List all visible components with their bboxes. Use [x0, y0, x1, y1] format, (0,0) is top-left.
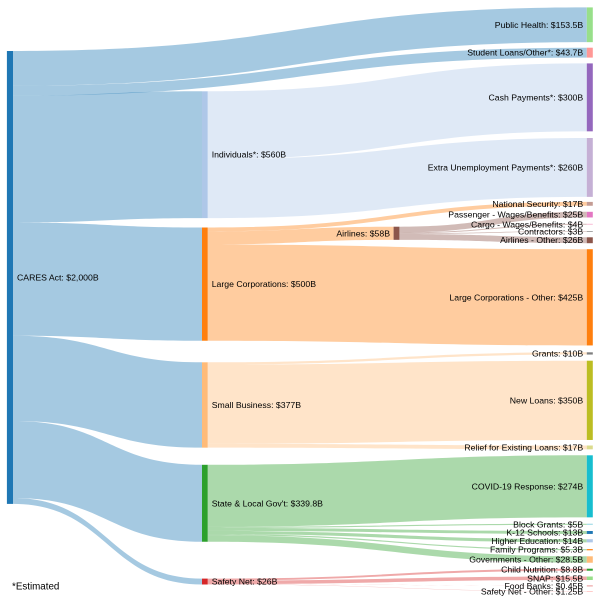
svg-text:New Loans: $350B: New Loans: $350B: [510, 395, 584, 405]
svg-text:Small Business: $377B: Small Business: $377B: [212, 400, 302, 410]
svg-text:*Estimated: *Estimated: [12, 582, 59, 593]
svg-text:Safety Net - Other: $1.25B: Safety Net - Other: $1.25B: [481, 586, 584, 596]
svg-text:Large Corporations - Other: $4: Large Corporations - Other: $425B: [449, 292, 583, 302]
svg-text:Large Corporations: $500B: Large Corporations: $500B: [212, 279, 317, 289]
svg-text:National Security: $17B: National Security: $17B: [492, 199, 583, 209]
svg-text:Cash Payments*: $300B: Cash Payments*: $300B: [489, 92, 584, 102]
svg-text:Public Health: $153.5B: Public Health: $153.5B: [495, 20, 584, 30]
svg-text:Airlines - Other: $26B: Airlines - Other: $26B: [500, 235, 583, 245]
svg-text:Contractors: $3B: Contractors: $3B: [518, 226, 583, 236]
svg-text:Passenger - Wages/Benefits: $2: Passenger - Wages/Benefits: $25B: [448, 210, 583, 220]
svg-text:Block Grants: $5B: Block Grants: $5B: [513, 519, 583, 529]
svg-text:Airlines: $58B: Airlines: $58B: [336, 228, 390, 238]
svg-text:Grants: $10B: Grants: $10B: [532, 348, 583, 358]
svg-text:Individuals*: $560B: Individuals*: $560B: [212, 150, 287, 160]
svg-text:COVID-19 Response: $274B: COVID-19 Response: $274B: [472, 481, 584, 491]
svg-text:State & Local Gov't: $339.8B: State & Local Gov't: $339.8B: [212, 498, 323, 508]
svg-text:Child Nutrition: $8.8B: Child Nutrition: $8.8B: [501, 565, 583, 575]
svg-text:Relief for Existing Loans: $17: Relief for Existing Loans: $17B: [464, 442, 583, 452]
svg-text:Family Programs: $5.3B: Family Programs: $5.3B: [490, 545, 583, 555]
svg-text:SNAP: $15.5B: SNAP: $15.5B: [527, 573, 583, 583]
svg-text:Student Loans/Other*: $43.7B: Student Loans/Other*: $43.7B: [467, 48, 583, 58]
svg-text:Cargo - Wages/Benefits: $4B: Cargo - Wages/Benefits: $4B: [471, 219, 583, 229]
svg-text:Safety Net: $26B: Safety Net: $26B: [212, 577, 278, 587]
svg-text:Extra Unemployment Payments*:: Extra Unemployment Payments*: $260B: [428, 162, 584, 172]
svg-text:K-12 Schools: $13B: K-12 Schools: $13B: [506, 527, 583, 537]
svg-text:Food Banks: $0.45B: Food Banks: $0.45B: [504, 581, 583, 591]
svg-text:Higher Education: $14B: Higher Education: $14B: [491, 536, 583, 546]
svg-text:CARES Act: $2,000B: CARES Act: $2,000B: [17, 272, 99, 282]
svg-text:Governments - Other: $28.5B: Governments - Other: $28.5B: [469, 555, 583, 565]
